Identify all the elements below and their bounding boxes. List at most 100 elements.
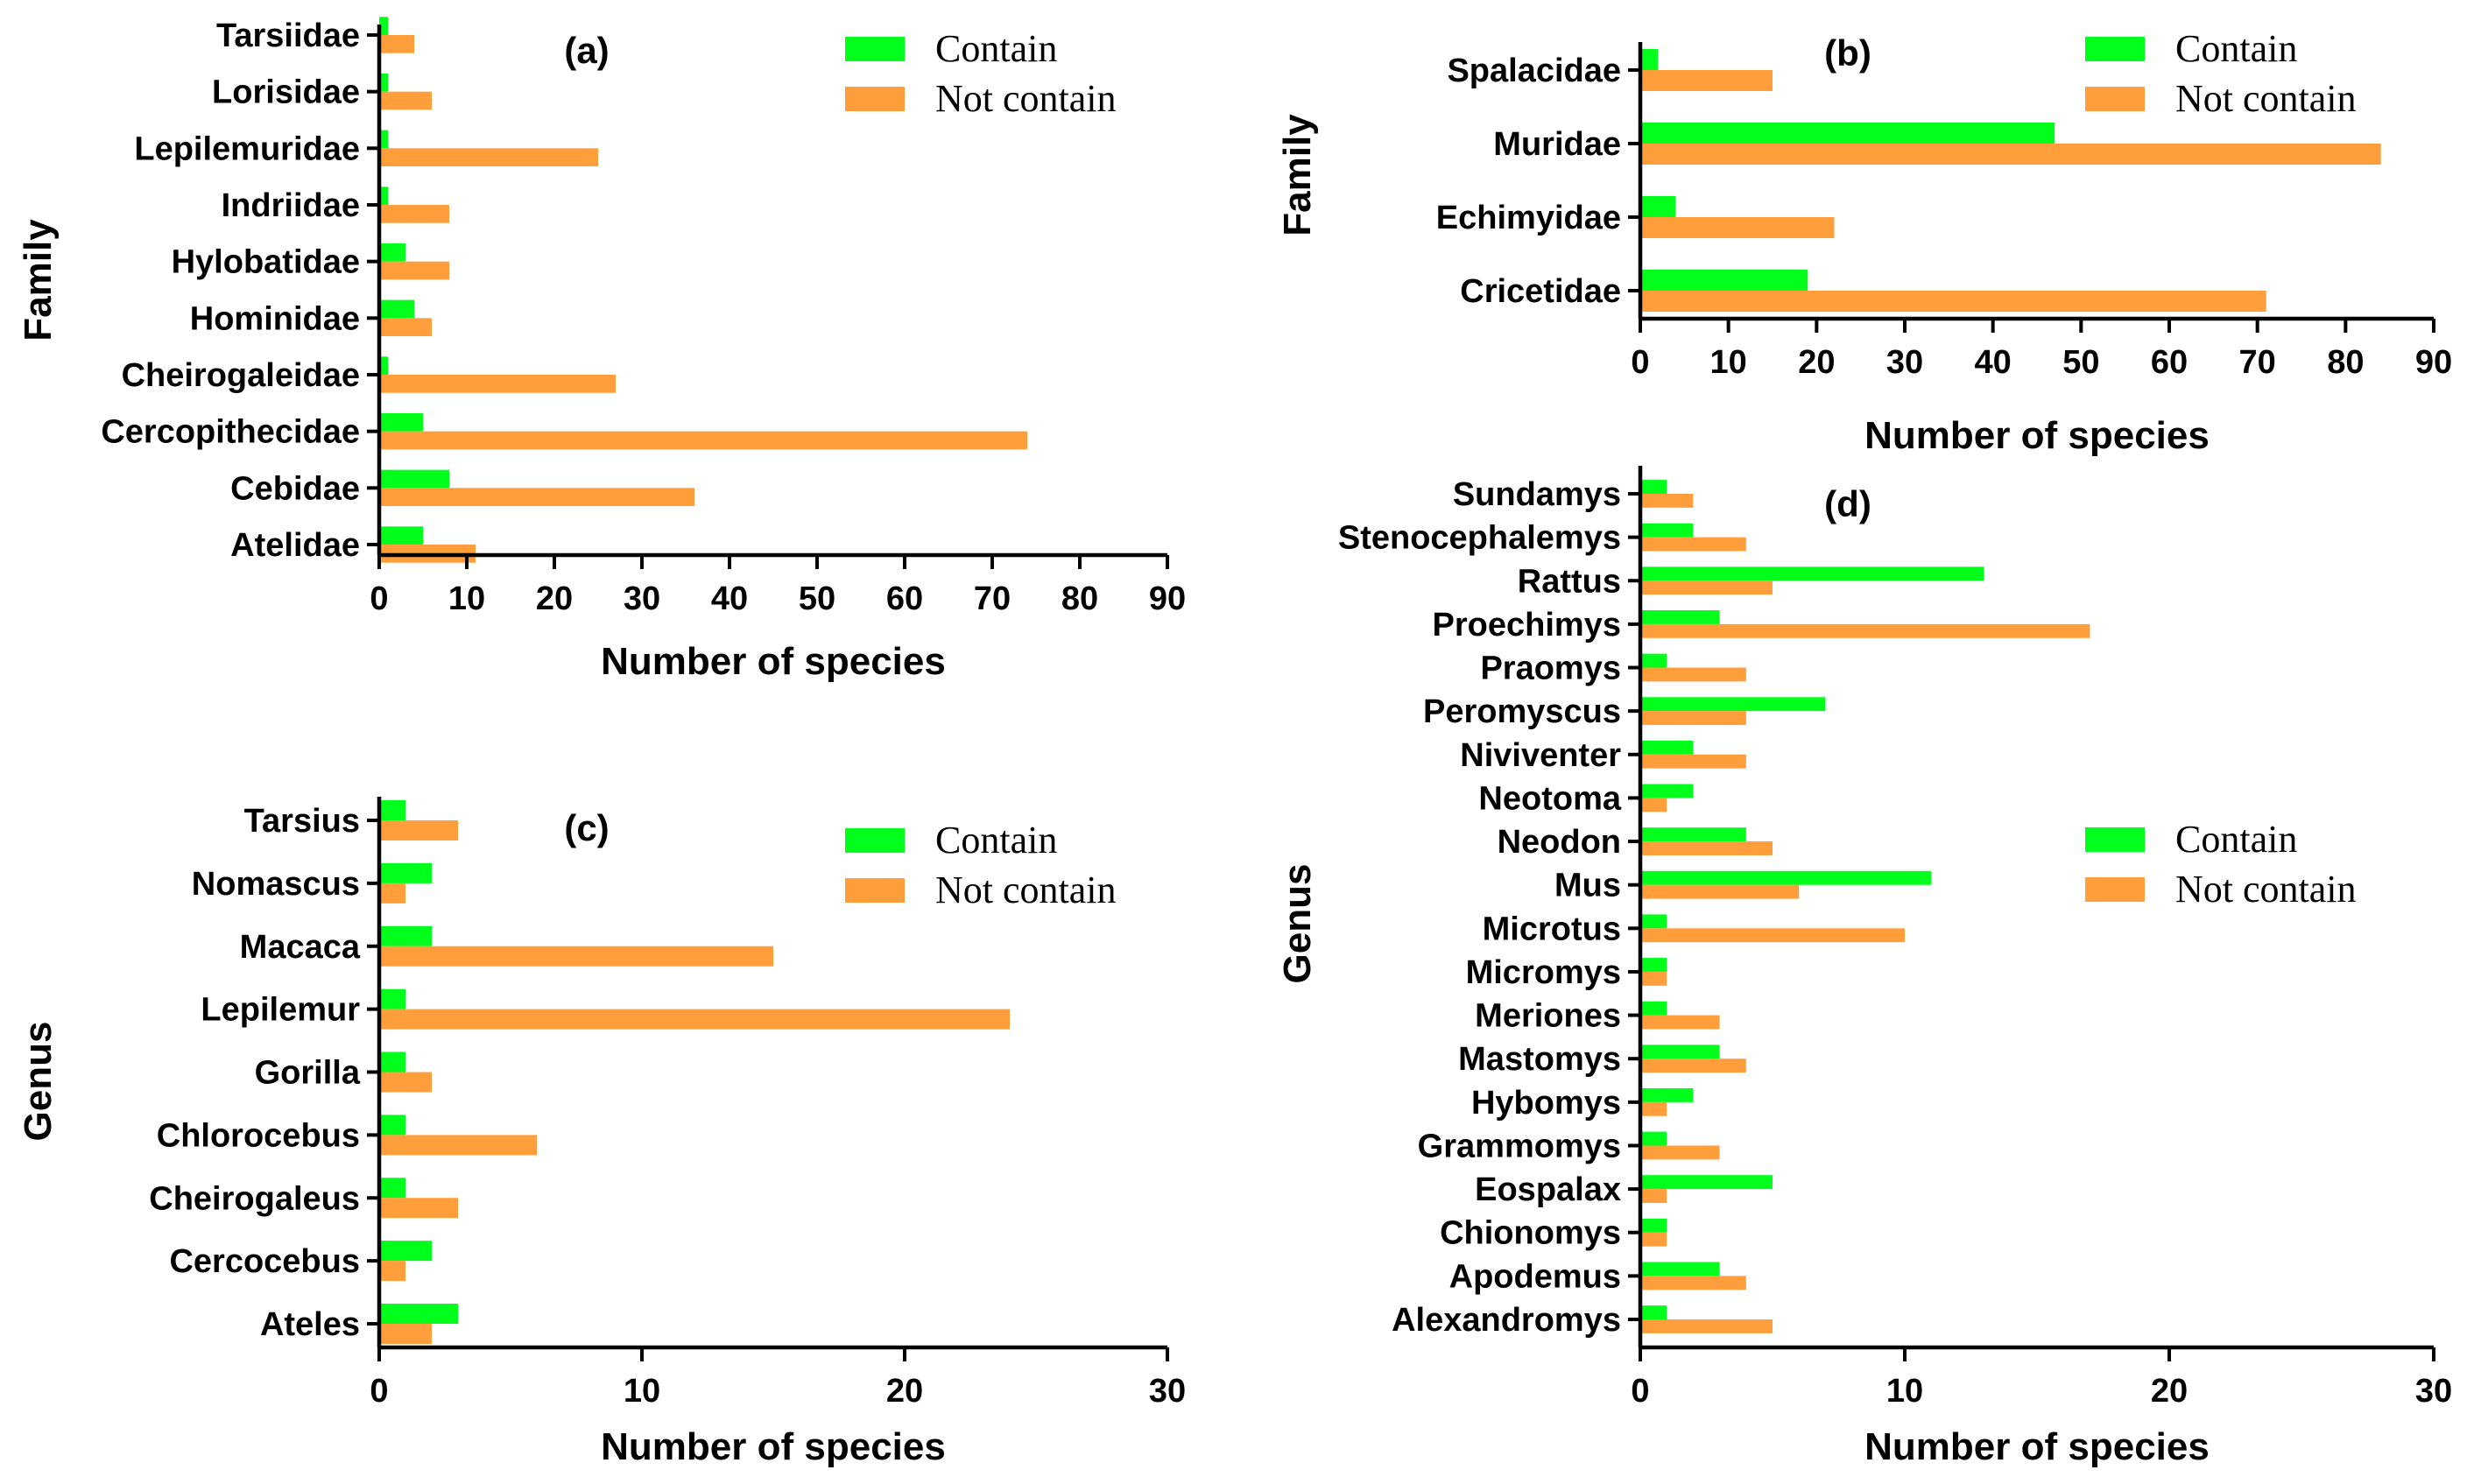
category-label: Atelidae [230,527,360,564]
legend-swatch-contain [2085,827,2145,852]
category-label: Spalacidae [1447,53,1621,89]
category-label: Lepilemur [201,992,360,1029]
x-tick-label: 40 [1975,344,2012,381]
category-label: Echimyidae [1436,200,1621,236]
x-tick-label: 70 [2239,344,2276,381]
bar-contain-mus [1640,870,1932,885]
bar-not-contain-hylobatidae [379,261,449,280]
legend-swatch-not-contain [845,87,905,111]
x-tick-label: 0 [370,1373,388,1410]
legend-swatch-not-contain [845,878,905,903]
bar-not-contain-muridae [1640,144,2381,165]
bar-contain-lorisidae [379,73,388,92]
x-tick-label: 90 [2415,344,2452,381]
x-tick-label: 30 [624,580,660,617]
x-tick-label: 50 [799,580,835,617]
bar-not-contain-sundamys [1640,494,1694,508]
bar-contain-apodemus [1640,1262,1720,1277]
category-label: Neodon [1498,824,1621,861]
bar-not-contain-grammomys [1640,1145,1720,1160]
bar-contain-cebidae [379,469,449,489]
bar-not-contain-lorisidae [379,91,432,110]
legend-label-contain: Contain [2175,27,2297,70]
bar-contain-grammomys [1640,1131,1667,1146]
bar-not-contain-peromyscus [1640,711,1746,726]
category-label: Lorisidae [212,74,360,111]
x-tick-label: 60 [886,580,923,617]
y-axis-title: Family [17,219,60,341]
bar-not-contain-microtus [1640,928,1905,943]
category-label: Macaca [240,929,361,966]
x-tick-label: 80 [1061,580,1098,617]
bar-contain-cheirogaleus [379,1178,405,1199]
bar-contain-micromys [1640,958,1667,972]
bar-contain-atelidae [379,526,423,545]
bar-contain-stenocephalemys [1640,523,1694,538]
x-tick-label: 20 [886,1373,923,1410]
category-label: Microtus [1483,911,1621,947]
bar-not-contain-praomys [1640,667,1746,682]
legend-label-contain: Contain [2175,818,2297,861]
x-tick-label: 30 [1149,1373,1186,1410]
x-tick-label: 30 [1886,344,1923,381]
x-axis-title: Number of species [601,1425,946,1468]
bar-contain-ateles [379,1304,458,1324]
x-tick-label: 40 [711,580,748,617]
category-label: Hybomys [1471,1085,1621,1122]
category-label: Gorilla [255,1055,361,1092]
category-label: Peromyscus [1423,693,1621,730]
category-label: Cricetidae [1460,273,1621,310]
bar-contain-nomascus [379,862,432,883]
bar-contain-cricetidae [1640,270,1808,291]
legend-swatch-not-contain [2085,877,2145,902]
legend-label-not-contain: Not contain [935,869,1117,911]
category-label: Tarsius [244,803,360,840]
bar-not-contain-gorilla [379,1072,432,1093]
panel-0: Tarsiidae Lorisidae Lepilemuridae Indriidae… [17,17,1186,683]
panel-1: Spalacidae Muridae Echimyidae Cricetidae 0 10… [1276,27,2452,457]
x-axis-title: Number of species [1864,1425,2210,1468]
category-label: Indriidae [222,187,360,224]
bar-not-contain-tarsius [379,820,458,840]
category-label: Hylobatidae [172,244,360,281]
bar-not-contain-neotoma [1640,798,1667,812]
bar-contain-hylobatidae [379,243,405,262]
x-tick-label: 50 [2062,344,2099,381]
bar-not-contain-mus [1640,884,1800,899]
bar-contain-tarsiidae [379,17,388,35]
y-axis-title: Genus [17,1022,60,1142]
bar-not-contain-chlorocebus [379,1135,537,1156]
category-label: Mastomys [1458,1041,1621,1078]
bar-contain-neodon [1640,827,1746,842]
panel-tag: (a) [564,30,609,71]
y-axis-title: Genus [1276,864,1319,984]
panel-2: Tarsius Nomascus Macaca Lepilemur Gorilla Chl… [17,797,1186,1468]
bar-not-contain-hybomys [1640,1101,1667,1116]
panel-3: Sundamys Stenocephalemys Rattus Proechimys P… [1276,466,2452,1468]
bar-not-contain-cheirogaleidae [379,375,616,393]
category-label: Ateles [260,1306,360,1343]
x-tick-label: 0 [370,580,388,617]
category-label: Rattus [1518,563,1621,600]
x-tick-label: 10 [1710,344,1747,381]
category-label: Mus [1554,868,1621,904]
bar-contain-indriidae [379,186,388,205]
category-label: Sundamys [1453,476,1621,513]
legend-label-contain: Contain [935,819,1057,862]
bar-contain-echimyidae [1640,196,1676,217]
bar-not-contain-meriones [1640,1015,1720,1030]
bar-not-contain-rattus [1640,580,1773,595]
bar-not-contain-alexandromys [1640,1319,1773,1333]
category-label: Niviventer [1460,737,1621,774]
category-label: Tarsiidae [216,18,360,54]
x-tick-label: 20 [1798,344,1835,381]
category-label: Chlorocebus [157,1117,360,1154]
bar-contain-proechimys [1640,610,1720,624]
category-label: Cebidae [230,470,360,507]
category-label: Cheirogaleidae [122,357,360,394]
bar-contain-macaca [379,925,432,946]
bar-contain-chlorocebus [379,1115,405,1136]
bar-contain-muridae [1640,123,2055,144]
bar-contain-cercocebus [379,1241,432,1262]
bar-contain-microtus [1640,914,1667,929]
